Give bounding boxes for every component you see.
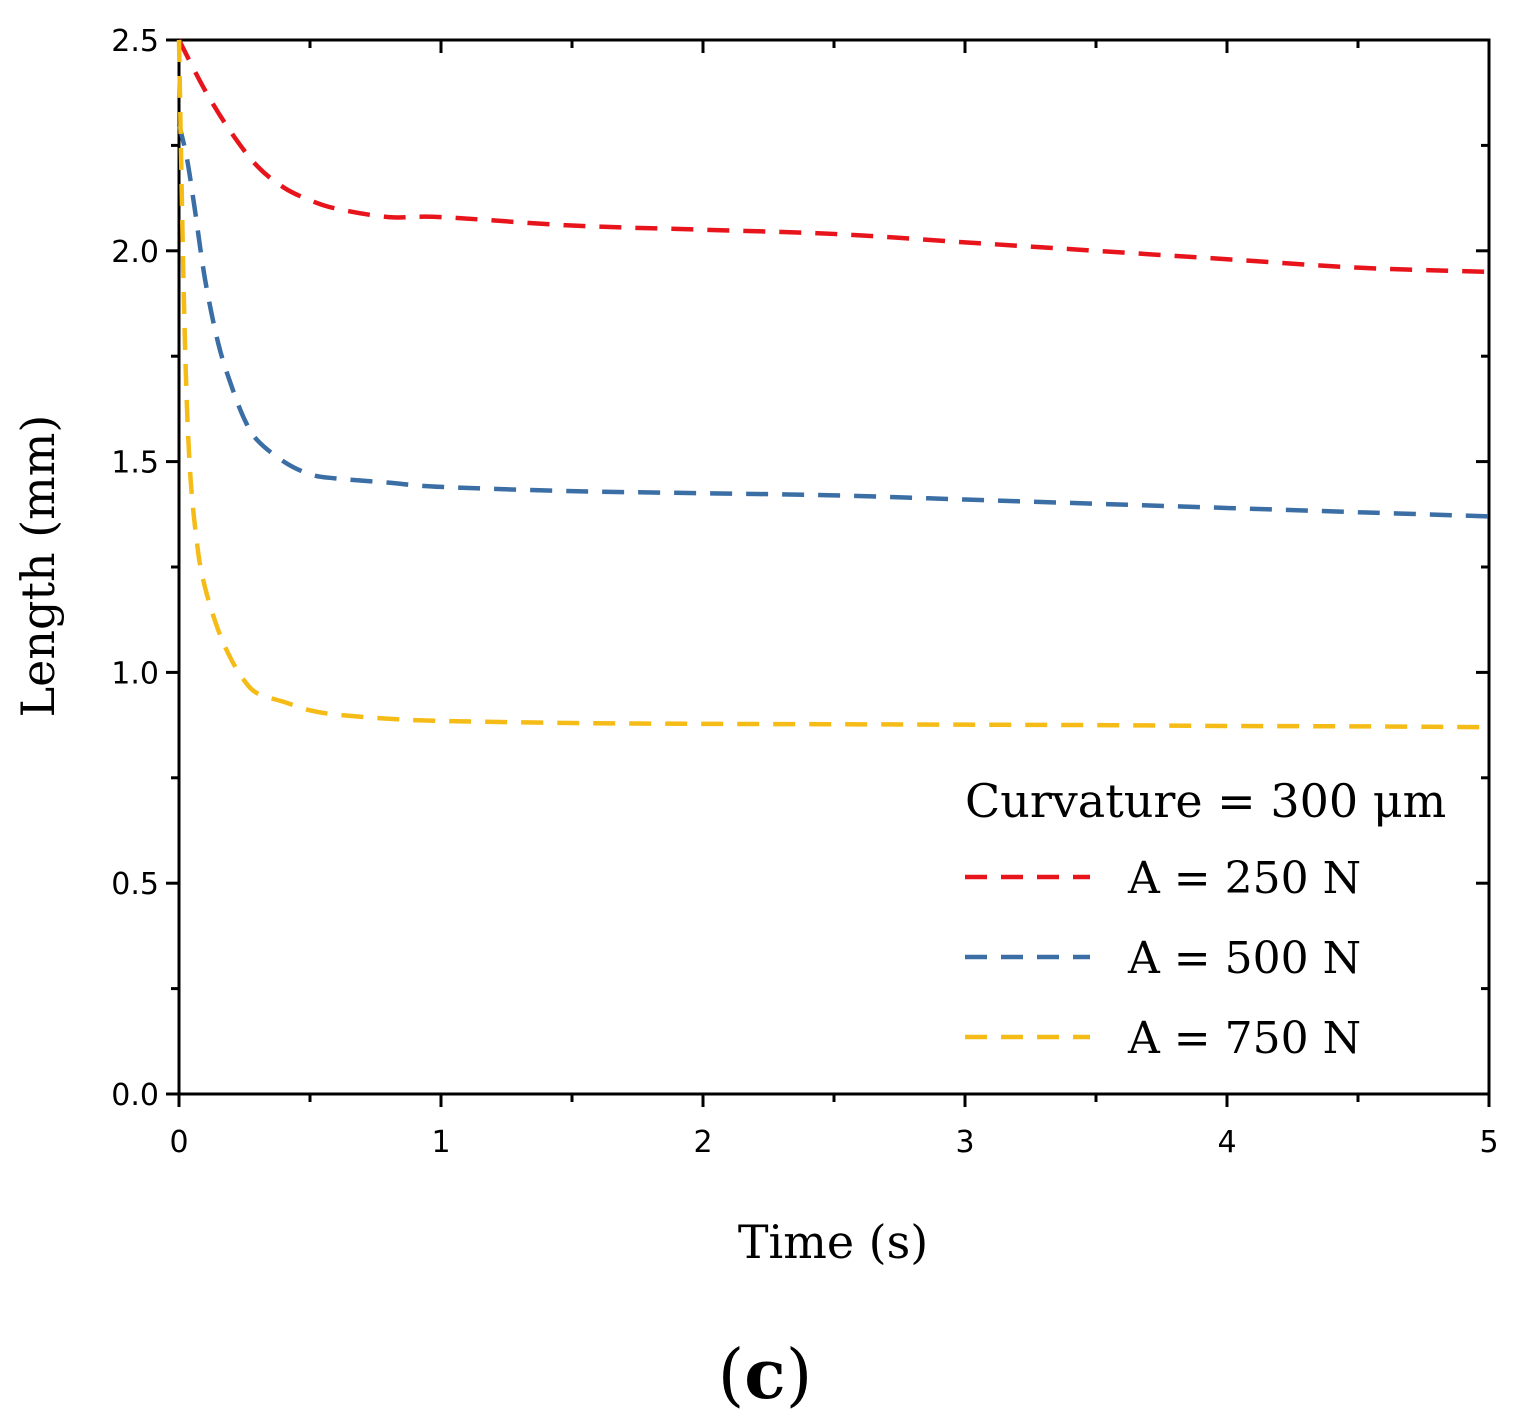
y-tick-label: 1.5 [111, 446, 159, 481]
x-axis-title: Time (s) [738, 1215, 928, 1269]
legend-label-3: A = 750 N [1127, 1013, 1361, 1064]
legend-label-2: A = 500 N [1127, 933, 1361, 984]
y-tick-label: 1.0 [111, 656, 159, 691]
legend: Curvature = 300 μm A = 250 N A = 500 N A = … [965, 774, 1446, 1064]
legend-label-1: A = 250 N [1127, 853, 1361, 904]
y-tick-label: 0.0 [111, 1078, 159, 1113]
panel-label: (c) [718, 1335, 812, 1415]
panel-label-close: ) [786, 1336, 813, 1415]
x-tick-label: 1 [431, 1125, 450, 1160]
x-tick-label: 3 [955, 1125, 974, 1160]
x-tick-label: 2 [693, 1125, 712, 1160]
series-lines [176, 38, 1490, 730]
x-tick-label: 4 [1217, 1125, 1236, 1160]
y-tick-label: 2.5 [111, 24, 159, 59]
legend-title: Curvature = 300 μm [965, 774, 1446, 828]
x-tick-label: 0 [169, 1125, 188, 1160]
series-line-2 [176, 123, 1490, 519]
panel-label-letter: c [744, 1335, 785, 1415]
axes: 0 1 2 3 4 5 0.0 0.5 1.0 1.5 2.0 2.5 [111, 24, 1498, 1160]
panel-label-open: ( [718, 1336, 745, 1415]
y-tick-label: 0.5 [111, 867, 159, 902]
x-tick-label: 5 [1479, 1125, 1498, 1160]
series-line-1 [177, 38, 1490, 275]
series-line-3 [176, 39, 1490, 730]
y-axis-title: Length (mm) [11, 415, 65, 718]
y-tick-label: 2.0 [111, 235, 159, 270]
